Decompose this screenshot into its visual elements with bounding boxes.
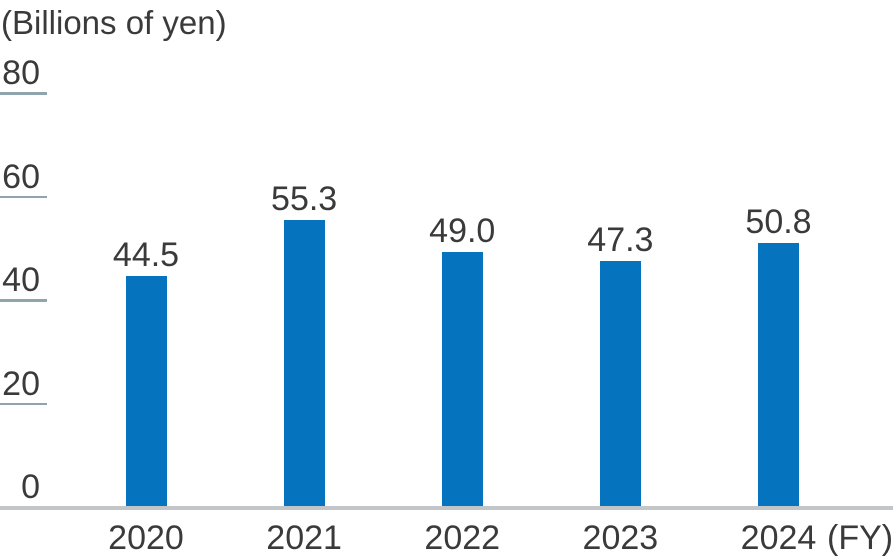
y-tick-label-20: 20 (2, 364, 40, 403)
x-axis-label-2020: 2020 (108, 519, 184, 557)
y-tick-label-80: 80 (2, 54, 40, 92)
y-tick-line-80 (0, 92, 47, 95)
bar-2023 (599, 261, 641, 506)
bar-2022 (441, 252, 483, 506)
y-tick-label-40: 40 (2, 261, 40, 299)
chart-title: (Billions of yen) (1, 4, 227, 41)
bar-2021 (283, 219, 325, 506)
x-axis-label-2021: 2021 (266, 519, 342, 557)
y-tick-line-60 (0, 195, 47, 198)
x-axis-label-2022: 2022 (424, 519, 501, 557)
value-label-2020: 44.5 (112, 235, 180, 274)
value-label-2021: 55.3 (271, 179, 338, 218)
y-tick-line-40 (0, 299, 47, 302)
y-tick-label-60: 60 (2, 157, 40, 196)
value-label-2023: 47.3 (587, 221, 654, 260)
y-tick-line-20 (0, 402, 47, 405)
value-label-2022: 49.0 (429, 212, 496, 251)
value-label-2024: 50.8 (745, 203, 812, 242)
bar-2024 (758, 243, 799, 506)
bar-2020 (125, 275, 167, 506)
x-axis-label-2023: 2023 (582, 519, 659, 557)
y-tick-label-0: 0 (21, 468, 40, 506)
x-axis-line (0, 506, 893, 510)
x-axis-unit-suffix: (FY) (827, 519, 893, 557)
x-axis-label-2024: 2024 (740, 519, 817, 557)
